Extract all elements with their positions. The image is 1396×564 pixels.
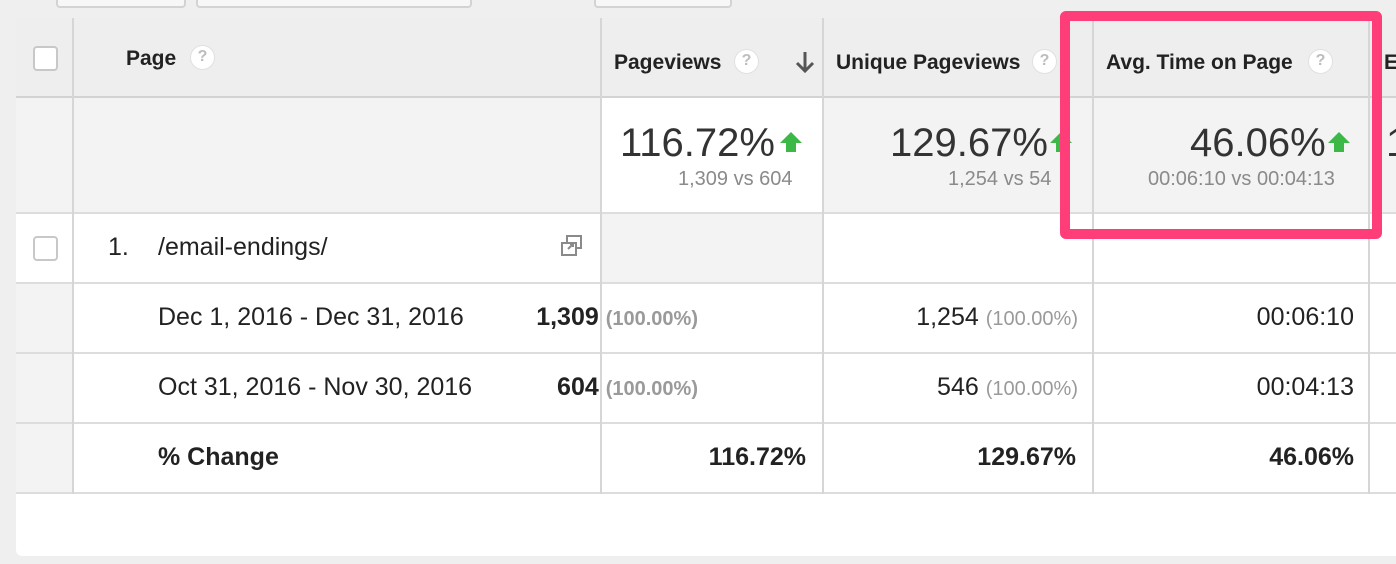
date-range-label: Dec 1, 2016 - Dec 31, 2016	[158, 303, 464, 331]
toolbar-button[interactable]	[56, 0, 186, 8]
column-header-pageviews[interactable]: Pageviews	[614, 51, 722, 74]
pageviews-value: 604 (100.00%)	[557, 373, 698, 401]
summary-pageviews-compare: 1,309 vs 604	[678, 168, 793, 190]
help-icon[interactable]: ?	[1308, 49, 1333, 74]
unique-change-value: 129.67%	[977, 443, 1076, 471]
column-header-unique-pageviews[interactable]: Unique Pageviews	[836, 51, 1021, 74]
unique-pageviews-value: 1,254 (100.00%)	[916, 303, 1078, 331]
toolbar-button[interactable]	[594, 0, 732, 8]
summary-avg-time-change: 46.06%	[1190, 121, 1326, 165]
report-table: Page ? Pageviews ? Unique Pageviews ? Av…	[16, 18, 1396, 556]
summary-next-partial: 1	[1386, 121, 1396, 166]
unique-pageviews-value: 546 (100.00%)	[937, 373, 1078, 401]
open-in-new-window-icon[interactable]	[560, 234, 584, 258]
arrow-up-icon	[780, 132, 802, 152]
help-icon[interactable]: ?	[1032, 49, 1057, 74]
column-header-next-partial[interactable]: E	[1384, 51, 1396, 74]
help-icon[interactable]: ?	[734, 49, 759, 74]
change-label: % Change	[158, 443, 279, 471]
summary-avg-time-compare: 00:06:10 vs 00:04:13	[1148, 168, 1335, 190]
toolbar-dropdown[interactable]	[196, 0, 472, 8]
select-all-checkbox[interactable]	[33, 46, 58, 71]
pageviews-value: 1,309 (100.00%)	[536, 303, 698, 331]
pageviews-change-value: 116.72%	[708, 443, 806, 471]
summary-unique-change: 129.67%	[890, 121, 1048, 165]
summary-row-left	[16, 98, 600, 212]
column-header-avg-time-on-page[interactable]: Avg. Time on Page	[1106, 51, 1293, 74]
page-link[interactable]: /email-endings/	[158, 233, 328, 261]
arrow-down-icon[interactable]	[794, 50, 816, 74]
highlight-annotation	[1060, 11, 1382, 239]
help-icon[interactable]: ?	[190, 45, 215, 70]
summary-pageviews-change: 116.72%	[620, 121, 775, 165]
toolbar	[0, 0, 1396, 18]
table-header	[16, 18, 1396, 96]
column-header-page[interactable]: Page	[126, 47, 177, 70]
avg-time-value: 00:04:13	[1256, 373, 1354, 401]
row-index: 1.	[108, 233, 129, 261]
date-range-label: Oct 31, 2016 - Nov 30, 2016	[158, 373, 473, 401]
row-checkbox[interactable]	[33, 236, 58, 261]
arrow-up-icon	[1328, 132, 1350, 152]
avg-time-value: 00:06:10	[1256, 303, 1354, 331]
summary-unique-compare: 1,254 vs 54	[948, 168, 1052, 190]
avg-time-change-value: 46.06%	[1269, 443, 1354, 471]
